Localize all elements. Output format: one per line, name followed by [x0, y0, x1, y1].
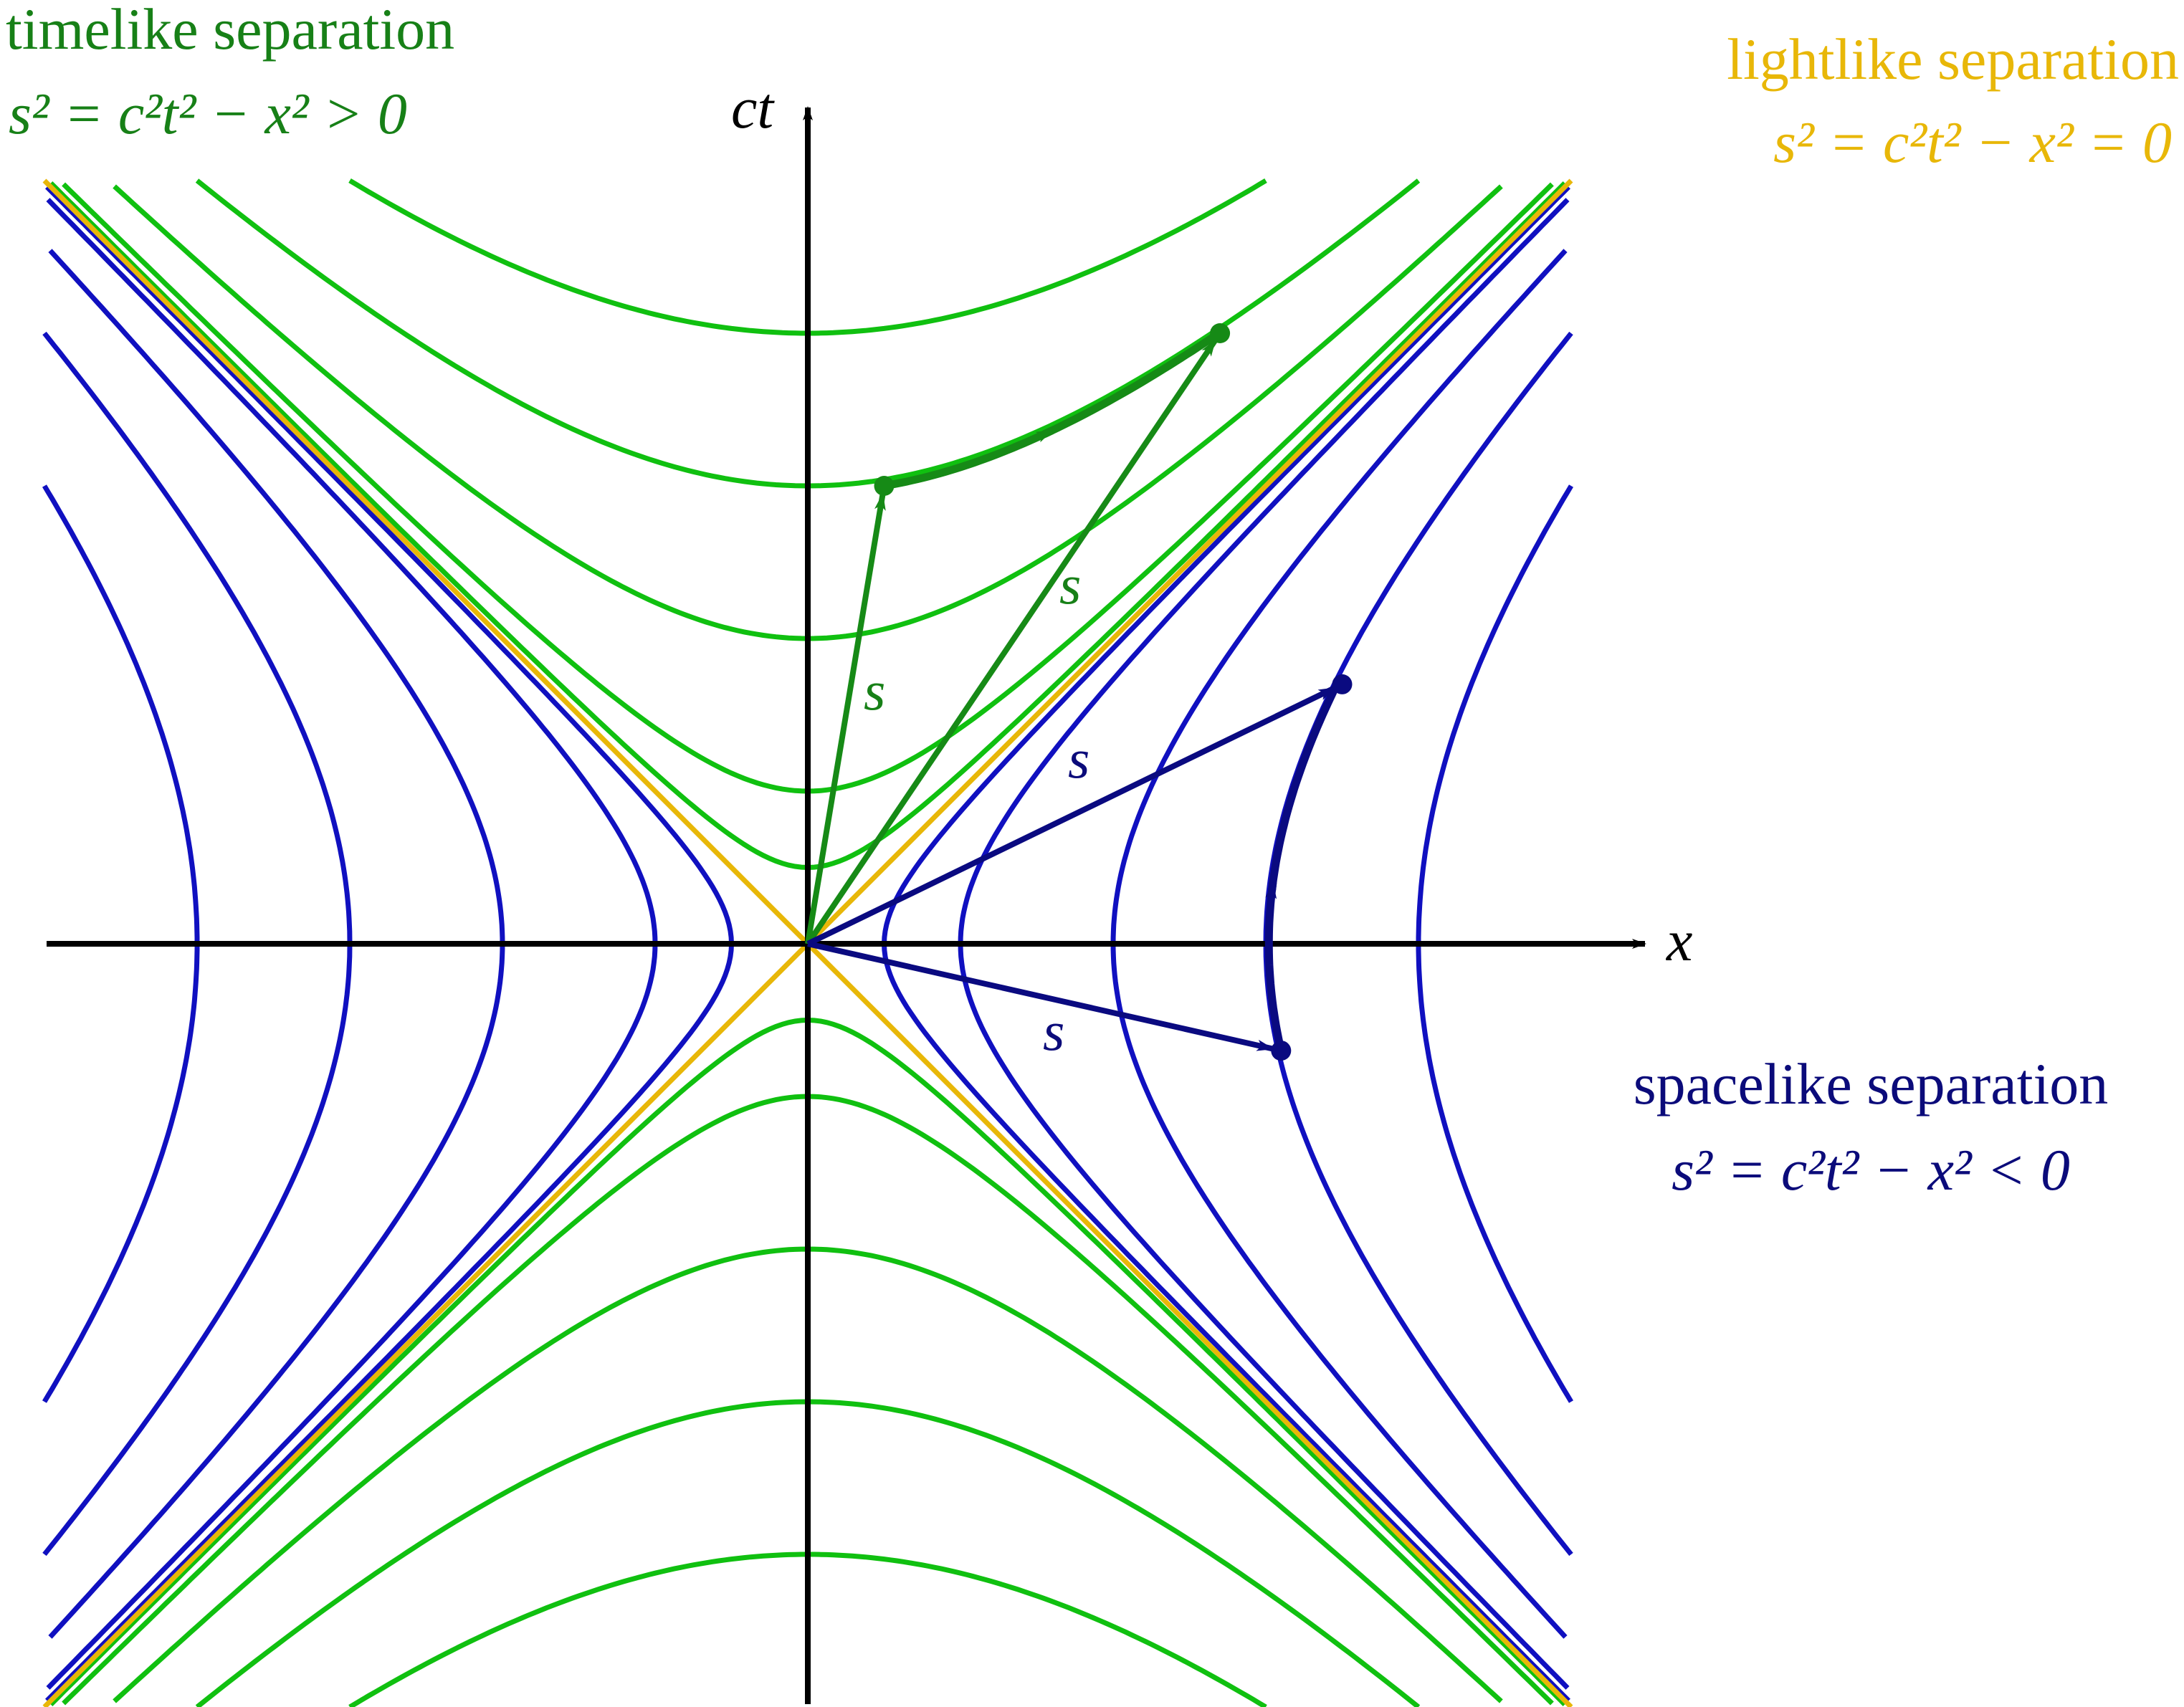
interval-label-timelike-2: s — [1059, 553, 1081, 616]
spacelike-title: spacelike separation — [1634, 1051, 2109, 1117]
timelike-event-dot-2 — [1210, 323, 1231, 343]
interval-vectors — [805, 323, 1353, 1061]
spacelike-event-dot-1 — [1271, 1041, 1292, 1061]
lightlike-equation: s² = c²t² − x² = 0 — [1773, 110, 2172, 175]
spacelike-equation: s² = c²t² − x² < 0 — [1672, 1137, 2070, 1202]
spacelike-worldline-arc — [1264, 682, 1341, 1052]
lightlike-title: lightlike separation — [1727, 27, 2179, 92]
axes — [47, 106, 1646, 1704]
timelike-title: timelike separation — [6, 0, 454, 62]
spacelike-vector-2 — [806, 685, 1336, 947]
spacelike-event-dot-2 — [1332, 674, 1353, 694]
timelike-vector-2 — [805, 338, 1218, 946]
ct-axis-label: ct — [731, 75, 775, 140]
interval-label-spacelike-2: s — [1043, 1000, 1064, 1062]
timelike-vector-1 — [805, 492, 886, 945]
timelike-worldline-arc-direction-arrow — [1035, 426, 1054, 443]
timelike-equation: s² = c²t² − x² > 0 — [9, 81, 407, 146]
interval-label-timelike-1: s — [864, 659, 885, 722]
timelike-event-dot-1 — [874, 476, 895, 496]
spacelike-worldline-arc-direction-arrow — [1265, 881, 1277, 899]
spacelike-vector-1 — [807, 941, 1274, 1052]
interval-label-spacelike-1: s — [1068, 727, 1089, 790]
x-axis-label: x — [1666, 908, 1692, 973]
